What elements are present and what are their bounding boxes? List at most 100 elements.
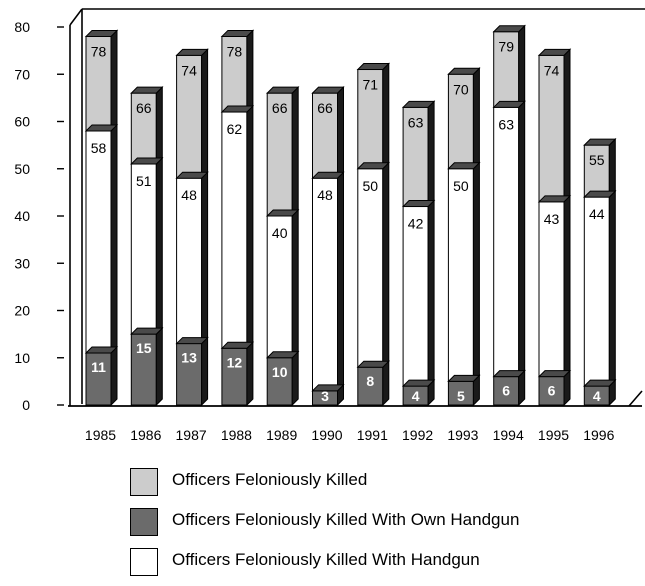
data-label-killed: 79 <box>498 39 514 55</box>
bar-handgun-top <box>265 209 300 217</box>
chart: 0102030405060708078581119856651151986744… <box>14 8 645 443</box>
data-label-handgun: 43 <box>544 211 560 227</box>
bar-killed-side <box>563 48 571 204</box>
bar-killed-top <box>220 29 255 37</box>
bar-handgun <box>356 161 391 369</box>
data-label-killed: 74 <box>544 62 560 78</box>
legend-swatch-own-handgun <box>130 508 158 536</box>
bar-killed-side <box>382 62 390 170</box>
bar-handgun-face <box>357 168 384 368</box>
legend-label-killed: Officers Feloniously Killed <box>172 470 368 489</box>
x-tick-label: 1985 <box>85 427 116 443</box>
y-tick-label: 80 <box>14 19 30 35</box>
y-tick-label: 20 <box>14 303 30 319</box>
data-label-killed: 55 <box>589 152 605 168</box>
data-label-killed: 70 <box>453 81 469 97</box>
bar-own-handgun-top <box>492 370 526 378</box>
data-label-own-handgun: 11 <box>91 359 106 375</box>
bar-own-handgun <box>175 336 209 407</box>
bar-killed-top <box>265 86 300 94</box>
bar-handgun <box>175 170 209 345</box>
bar-killed <box>447 67 481 170</box>
legend-label-own-handgun: Officers Feloniously Killed With Own Han… <box>172 510 520 529</box>
bar-killed-top <box>130 86 164 94</box>
y-tick-label: 70 <box>14 66 30 82</box>
bar-killed-face <box>583 144 610 198</box>
bar-killed <box>311 85 345 180</box>
x-tick-label: 1992 <box>402 427 433 443</box>
data-label-killed: 74 <box>181 62 197 78</box>
legend-swatch-handgun <box>130 548 158 576</box>
bar-handgun-side <box>110 123 118 355</box>
bar-own-handgun <box>356 359 391 407</box>
bar-handgun-top <box>84 124 119 132</box>
bar-own-handgun-top <box>583 379 617 387</box>
data-label-own-handgun: 4 <box>412 388 420 404</box>
floor-right-edge <box>628 390 643 407</box>
bar-own-handgun-top <box>401 379 436 387</box>
bar-own-handgun <box>130 326 164 407</box>
bar-own-handgun-side <box>246 341 254 407</box>
bar-killed <box>84 29 119 133</box>
data-label-handgun: 62 <box>227 121 243 137</box>
bar-killed-side <box>608 137 616 199</box>
data-label-killed: 78 <box>227 43 243 59</box>
bar-handgun <box>220 104 255 350</box>
data-label-handgun: 50 <box>453 178 469 194</box>
data-label-handgun: 50 <box>363 178 379 194</box>
bar-handgun-top <box>583 190 617 198</box>
bar-killed-top <box>492 25 526 33</box>
data-label-own-handgun: 12 <box>227 354 243 370</box>
y-tick-label: 10 <box>14 350 30 366</box>
bar-killed-side <box>427 100 435 208</box>
data-label-handgun: 51 <box>136 173 152 189</box>
bar-killed-face <box>176 54 203 179</box>
bar-own-handgun-side <box>110 345 118 407</box>
bar-own-handgun <box>311 383 345 407</box>
bar-handgun <box>583 189 617 388</box>
bar-own-handgun <box>401 378 436 407</box>
bar-handgun-side <box>201 170 209 345</box>
data-label-killed: 78 <box>91 43 107 59</box>
bar-handgun-side <box>155 156 163 336</box>
data-label-killed: 66 <box>272 100 288 116</box>
bar-handgun-side <box>337 170 344 393</box>
bar-killed-top <box>447 67 481 75</box>
x-tick-label: 1986 <box>130 427 161 443</box>
bar-killed-side <box>246 29 254 114</box>
bar-killed <box>130 85 164 166</box>
bar-own-handgun <box>84 345 119 407</box>
bar-handgun-top <box>537 195 572 203</box>
bar-handgun-side <box>427 199 435 388</box>
bar-handgun-top <box>401 200 436 208</box>
bar-own-handgun-side <box>201 336 209 407</box>
data-label-handgun: 48 <box>181 187 197 203</box>
bar-killed <box>220 29 255 114</box>
bar-handgun <box>492 100 526 378</box>
data-label-own-handgun: 6 <box>502 383 510 399</box>
bar-killed <box>492 24 526 109</box>
y-tick-label: 0 <box>22 397 30 413</box>
bar-own-handgun-side <box>382 359 390 407</box>
bar-killed-face <box>312 92 338 179</box>
x-tick-label: 1988 <box>221 427 252 443</box>
bar-own-handgun-top <box>265 351 300 359</box>
data-label-own-handgun: 13 <box>181 350 197 366</box>
data-label-own-handgun: 10 <box>272 364 288 380</box>
bar-handgun-top <box>220 105 255 113</box>
bar-killed-side <box>472 67 480 170</box>
bar-own-handgun <box>492 369 526 407</box>
bar-handgun-face <box>538 201 565 378</box>
bar-own-handgun <box>537 369 572 407</box>
bar-killed-side <box>110 29 118 133</box>
bar-killed-top <box>311 86 345 94</box>
bar-handgun-face <box>130 163 157 335</box>
bar-own-handgun-face <box>176 343 203 406</box>
bar-killed-top <box>175 48 209 56</box>
bar-handgun <box>311 170 345 393</box>
bar-handgun-face <box>312 177 338 392</box>
bar-handgun-side <box>472 161 480 383</box>
bar-handgun-top <box>175 171 209 179</box>
bar-own-handgun-top <box>447 374 481 382</box>
data-label-killed: 71 <box>363 77 379 93</box>
